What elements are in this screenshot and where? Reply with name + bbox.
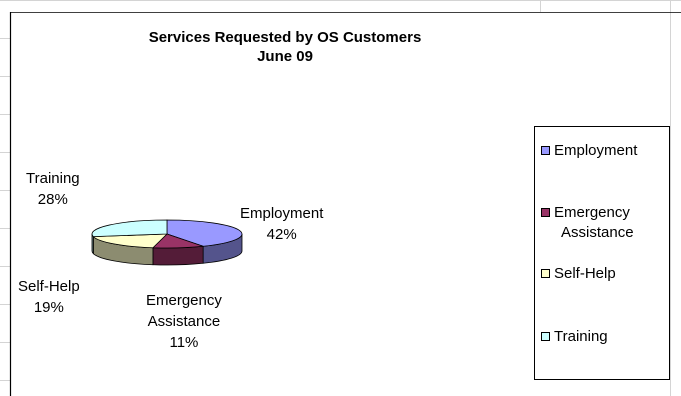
label-employment-pct: 42%: [266, 226, 297, 243]
legend-swatch-employment: [541, 146, 550, 155]
legend-label-emergency-1: Emergency: [554, 204, 630, 221]
label-emergency-pct: 11%: [169, 334, 199, 351]
label-training-name: Training: [26, 170, 80, 187]
label-employment-name: Employment: [240, 205, 324, 222]
pie-chart: [91, 219, 243, 266]
label-emergency: Emergency Assistance 11%: [146, 290, 222, 353]
legend-label-emergency-2: Assistance: [561, 224, 634, 241]
pie-slice-employment: [166, 219, 243, 247]
label-selfhelp: Self-Help 19%: [18, 276, 80, 318]
legend-item-selfhelp: Self-Help: [541, 264, 616, 284]
label-selfhelp-name: Self-Help: [18, 278, 80, 295]
label-emergency-name-1: Emergency: [146, 292, 222, 309]
legend-label-training: Training: [554, 328, 608, 345]
chart-legend: Employment Emergency Assistance Self-Hel…: [534, 126, 670, 380]
chart-title: Services Requested by OS Customers June …: [120, 28, 450, 66]
label-training-pct: 28%: [37, 191, 68, 208]
label-emergency-name-2: Assistance: [147, 313, 221, 330]
pie-side-emergency-assistance: [152, 245, 204, 266]
legend-item-employment: Employment: [541, 141, 637, 161]
label-employment: Employment 42%: [240, 203, 323, 245]
legend-label-employment: Employment: [554, 142, 638, 159]
legend-swatch-emergency: [541, 208, 550, 217]
label-training: Training 28%: [26, 168, 80, 210]
pie-slice-self-help: [92, 233, 169, 249]
pie-slice-training: [91, 219, 168, 238]
label-selfhelp-pct: 19%: [33, 299, 64, 316]
legend-swatch-selfhelp: [541, 269, 550, 278]
legend-item-emergency: Emergency Assistance: [541, 203, 634, 243]
chart-subtitle: June 09: [257, 48, 313, 65]
chart-title-main: Services Requested by OS Customers: [148, 29, 422, 46]
legend-label-selfhelp: Self-Help: [554, 265, 616, 282]
legend-swatch-training: [541, 332, 550, 341]
legend-item-training: Training: [541, 327, 608, 347]
